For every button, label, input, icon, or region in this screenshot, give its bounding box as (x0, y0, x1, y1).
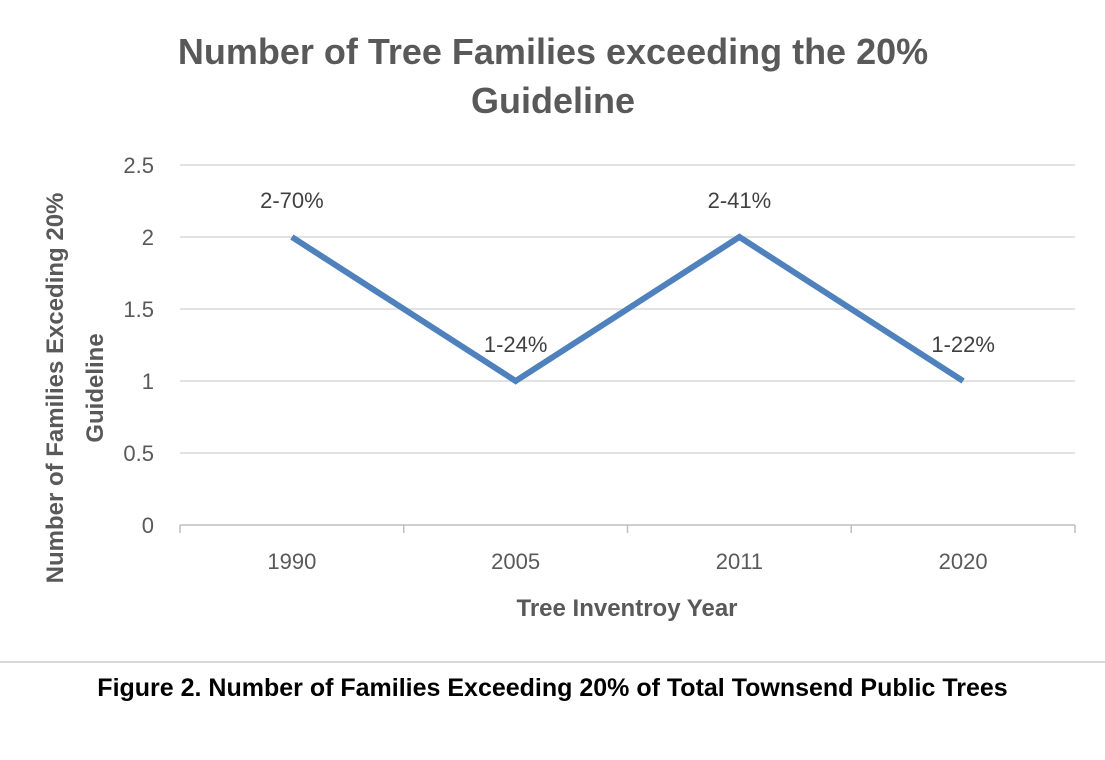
series-layer (290, 233, 965, 385)
data-label: 2-70% (260, 188, 324, 213)
figure-caption: Figure 2. Number of Families Exceeding 2… (97, 674, 1008, 702)
data-labels: 2-70% 1-24% 2-41% 1-22% (260, 188, 995, 357)
y-tick-label: 2.5 (123, 153, 154, 178)
y-axis-title-line-1: Number of Families Exceding 20% (42, 193, 69, 584)
series-line (290, 233, 965, 385)
y-tick-label: 0 (142, 513, 154, 538)
x-tick-label: 2011 (716, 549, 763, 574)
y-tick-label: 1 (142, 369, 154, 394)
y-tick-label: 2 (142, 225, 154, 250)
x-tick-label: 2005 (491, 549, 540, 574)
y-tick-label: 0.5 (123, 441, 154, 466)
data-label: 1-22% (931, 332, 995, 357)
x-axis: 1990 2005 2011 2020 (179, 524, 1076, 574)
data-label: 1-24% (484, 332, 548, 357)
data-label: 2-41% (708, 188, 772, 213)
y-tick-label: 1.5 (123, 297, 154, 322)
y-axis-title-line-2: Guideline (82, 333, 109, 442)
x-tick-label: 1990 (267, 549, 316, 574)
x-tick-label: 2020 (939, 549, 988, 574)
x-axis-title: Tree Inventroy Year (516, 595, 737, 622)
gridlines: 0 0.5 1 1.5 2 2.5 (123, 153, 1075, 538)
chart-title-line-1: Number of Tree Families exceeding the 20… (178, 31, 928, 72)
caption-divider (0, 661, 1105, 663)
chart-title-line-2: Guideline (471, 80, 635, 121)
line-chart: Number of Tree Families exceeding the 20… (42, 31, 1076, 622)
